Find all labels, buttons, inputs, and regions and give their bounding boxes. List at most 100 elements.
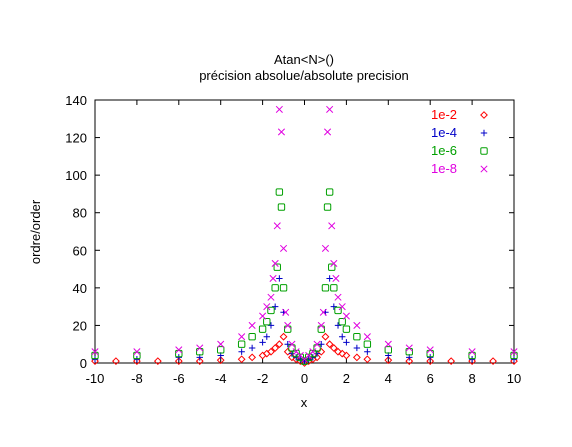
- legend-label: 1e-4: [431, 125, 457, 140]
- data-point: [319, 308, 327, 316]
- x-tick-label: -8: [131, 371, 143, 386]
- data-point: [353, 321, 361, 329]
- data-point: [334, 306, 342, 315]
- data-point: [352, 353, 361, 362]
- data-point: [279, 284, 288, 292]
- data-point: [284, 341, 291, 348]
- x-tick-label: 8: [468, 371, 475, 386]
- data-point: [132, 357, 141, 366]
- data-point: [282, 308, 290, 316]
- data-point: [405, 357, 414, 366]
- data-point: [363, 340, 372, 348]
- data-point: [288, 353, 296, 362]
- data-point: [353, 344, 361, 352]
- y-tick-label: 120: [65, 131, 87, 146]
- data-point: [174, 357, 183, 366]
- y-tick-label: 60: [73, 243, 87, 258]
- data-point: [267, 322, 275, 329]
- data-point: [332, 274, 340, 283]
- x-tick-label: 6: [427, 371, 434, 386]
- data-point: [300, 357, 309, 365]
- data-point: [405, 344, 413, 352]
- data-point: [468, 348, 476, 356]
- data-point: [339, 333, 346, 340]
- y-tick-label: 100: [65, 168, 87, 183]
- data-point: [338, 349, 347, 358]
- data-point: [263, 333, 270, 340]
- data-point: [258, 325, 267, 333]
- data-point: [91, 348, 99, 356]
- data-point: [259, 339, 266, 346]
- data-point: [384, 340, 392, 348]
- data-point: [426, 357, 435, 366]
- data-point: [269, 274, 277, 283]
- data-point: [325, 340, 334, 349]
- data-point: [283, 347, 292, 356]
- x-tick-label: -10: [86, 371, 105, 386]
- data-point: [238, 333, 246, 341]
- data-point: [317, 321, 325, 329]
- data-point: [363, 355, 372, 364]
- data-point: [112, 357, 120, 366]
- data-point: [326, 105, 334, 113]
- data-point: [384, 356, 393, 365]
- x-axis-label: x: [301, 395, 308, 410]
- data-point: [273, 222, 281, 230]
- data-point: [328, 222, 336, 230]
- data-point: [330, 284, 338, 292]
- data-point: [334, 322, 342, 329]
- data-point: [175, 354, 182, 361]
- data-point: [277, 203, 286, 211]
- data-point: [248, 333, 256, 341]
- data-point: [334, 293, 342, 301]
- data-point: [328, 263, 336, 271]
- data-point: [279, 332, 288, 341]
- data-point: [338, 303, 346, 311]
- data-point: [216, 356, 225, 365]
- data-point: [317, 347, 326, 356]
- x-tick-label: 4: [385, 371, 392, 386]
- data-point: [273, 263, 281, 271]
- data-point: [271, 344, 280, 352]
- series-1e-8: [91, 105, 518, 363]
- data-point: [318, 341, 325, 348]
- data-point: [296, 357, 305, 366]
- data-point: [323, 203, 332, 211]
- data-point: [248, 344, 256, 352]
- data-point: [217, 346, 225, 354]
- data-point: [353, 333, 361, 341]
- data-point: [323, 128, 332, 136]
- x-tick-label: 2: [343, 371, 350, 386]
- data-point: [321, 332, 330, 341]
- data-point: [427, 354, 434, 361]
- y-tick-label: 80: [73, 206, 87, 221]
- data-point: [313, 353, 321, 362]
- y-tick-label: 0: [80, 356, 87, 371]
- y-tick-label: 140: [65, 93, 87, 108]
- data-point: [304, 353, 313, 362]
- data-point: [292, 349, 300, 358]
- data-point: [237, 340, 246, 348]
- data-point: [309, 349, 317, 358]
- data-point: [305, 356, 312, 363]
- x-tick-label: 0: [301, 371, 308, 386]
- data-point: [279, 244, 288, 252]
- data-point: [133, 348, 141, 356]
- data-point: [238, 348, 245, 355]
- data-point: [133, 356, 141, 363]
- legend-label: 1e-8: [431, 161, 457, 176]
- data-point: [334, 347, 342, 356]
- data-point: [175, 346, 183, 354]
- data-point: [313, 340, 321, 348]
- data-point: [343, 339, 350, 346]
- data-point: [364, 348, 371, 355]
- data-point: [468, 357, 477, 366]
- data-point: [267, 306, 275, 315]
- data-point: [447, 357, 456, 366]
- data-point: [196, 348, 204, 356]
- data-point: [330, 303, 338, 310]
- data-point: [275, 340, 284, 349]
- legend: 1e-2 1e-4 1e-6 1e-8: [431, 107, 488, 176]
- data-point: [271, 259, 279, 267]
